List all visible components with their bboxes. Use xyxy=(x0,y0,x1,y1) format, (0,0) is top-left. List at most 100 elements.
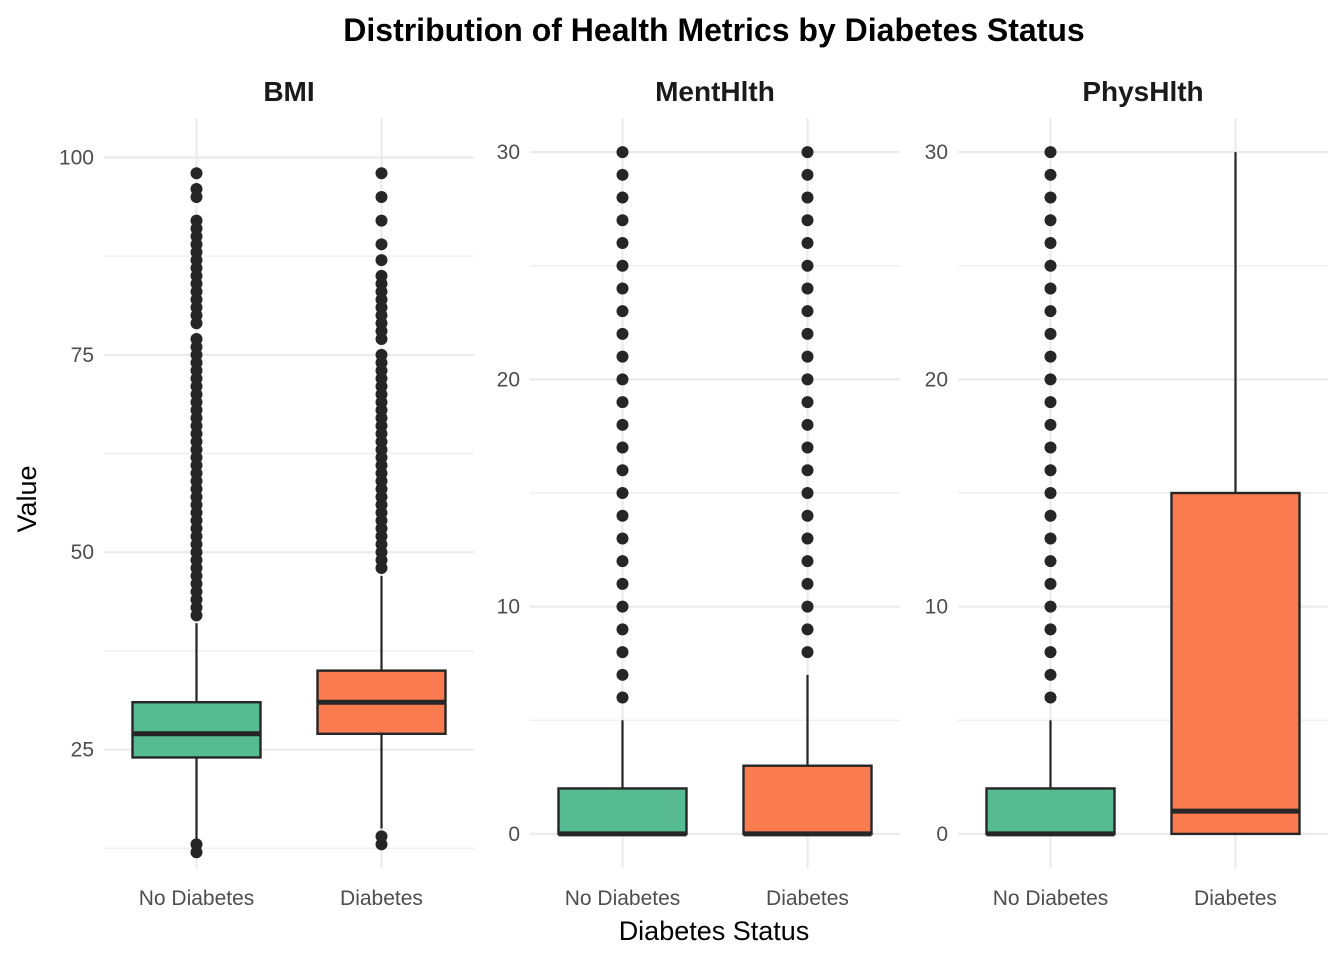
outlier-point xyxy=(1044,532,1057,545)
outlier-point xyxy=(616,350,629,363)
outlier-point xyxy=(1044,623,1057,636)
outlier-point xyxy=(616,168,629,181)
outlier-point xyxy=(616,487,629,499)
y-tick-label: 20 xyxy=(925,368,948,391)
outlier-point xyxy=(616,691,629,704)
outlier-point xyxy=(616,282,629,295)
outlier-point xyxy=(801,168,814,181)
outlier-point xyxy=(616,464,629,477)
outlier-point xyxy=(375,830,388,843)
chart-title: Distribution of Health Metrics by Diabet… xyxy=(343,12,1084,48)
outlier-point xyxy=(616,668,629,681)
box-no-diabetes xyxy=(985,146,1116,837)
outlier-point xyxy=(616,509,629,522)
outlier-point xyxy=(801,646,814,659)
box-no-diabetes xyxy=(557,146,688,837)
box-diabetes xyxy=(316,167,447,851)
outlier-point xyxy=(375,238,388,251)
y-tick-label: 0 xyxy=(936,823,948,846)
iqr-box xyxy=(131,701,262,759)
outlier-point xyxy=(1044,237,1057,249)
outlier-point xyxy=(1044,146,1057,159)
outlier-point xyxy=(1044,191,1057,204)
outlier-point xyxy=(801,373,814,386)
outlier-point xyxy=(801,282,814,295)
y-tick-label: 10 xyxy=(497,596,520,619)
outlier-point xyxy=(190,214,203,227)
outlier-point xyxy=(190,333,203,346)
outlier-point xyxy=(801,214,814,227)
outlier-point xyxy=(1044,418,1057,431)
x-tick-label: No Diabetes xyxy=(139,887,255,910)
outlier-point xyxy=(1044,577,1057,590)
outlier-point xyxy=(616,418,629,431)
outlier-point xyxy=(801,305,814,318)
box-diabetes xyxy=(1170,152,1301,836)
outlier-point xyxy=(1044,168,1057,181)
outlier-point xyxy=(801,350,814,363)
outlier-point xyxy=(1044,350,1057,363)
outlier-point xyxy=(616,305,629,318)
outlier-point xyxy=(801,600,814,613)
outlier-point xyxy=(375,348,388,361)
box-no-diabetes xyxy=(131,167,262,859)
outlier-point xyxy=(190,838,203,851)
outlier-point xyxy=(616,623,629,636)
outlier-point xyxy=(1044,487,1057,499)
outlier-point xyxy=(616,396,629,409)
outlier-point xyxy=(375,214,388,227)
outlier-point xyxy=(1044,555,1057,568)
outlier-point xyxy=(616,146,629,159)
outlier-point xyxy=(375,190,388,203)
outlier-point xyxy=(616,259,629,272)
outlier-point xyxy=(801,418,814,431)
facet-strip-label: MentHlth xyxy=(655,76,775,107)
outlier-point xyxy=(375,254,388,267)
outlier-point xyxy=(190,167,203,180)
y-tick-label: 100 xyxy=(59,146,94,169)
x-tick-label: Diabetes xyxy=(340,887,423,910)
outlier-point xyxy=(1044,600,1057,613)
outlier-point xyxy=(801,487,814,499)
outlier-point xyxy=(801,441,814,454)
outlier-point xyxy=(190,183,203,196)
box-diabetes xyxy=(742,146,873,837)
outlier-point xyxy=(1044,691,1057,704)
outlier-point xyxy=(801,532,814,545)
outlier-point xyxy=(801,577,814,590)
outlier-point xyxy=(616,327,629,340)
outlier-point xyxy=(801,237,814,249)
y-tick-label: 10 xyxy=(925,596,948,619)
x-axis-title: Diabetes Status xyxy=(619,916,810,946)
outlier-point xyxy=(616,373,629,386)
outlier-point xyxy=(375,167,388,180)
outlier-point xyxy=(1044,646,1057,659)
outlier-point xyxy=(616,191,629,204)
outlier-point xyxy=(801,327,814,340)
outlier-point xyxy=(616,577,629,590)
panel-bmi: 25 50 75 100 No Diabetes Diabetes BMI xyxy=(59,76,474,910)
y-tick-label: 20 xyxy=(497,368,520,391)
x-tick-label: No Diabetes xyxy=(565,887,681,910)
outlier-point xyxy=(1044,282,1057,295)
x-tick-label: No Diabetes xyxy=(993,887,1109,910)
iqr-box xyxy=(1170,491,1301,836)
iqr-box xyxy=(985,787,1116,836)
outlier-point xyxy=(801,259,814,272)
outlier-point xyxy=(616,600,629,613)
outlier-point xyxy=(801,146,814,159)
outlier-point xyxy=(1044,668,1057,681)
iqr-box xyxy=(557,787,688,836)
outlier-point xyxy=(1044,396,1057,409)
outlier-point xyxy=(616,441,629,454)
outlier-point xyxy=(616,646,629,659)
outlier-point xyxy=(1044,373,1057,386)
y-axis-title: Value xyxy=(12,465,42,532)
outlier-point xyxy=(375,269,388,282)
y-tick-label: 0 xyxy=(508,823,520,846)
y-tick-label: 30 xyxy=(925,141,948,164)
outlier-point xyxy=(616,237,629,249)
outlier-point xyxy=(1044,214,1057,227)
